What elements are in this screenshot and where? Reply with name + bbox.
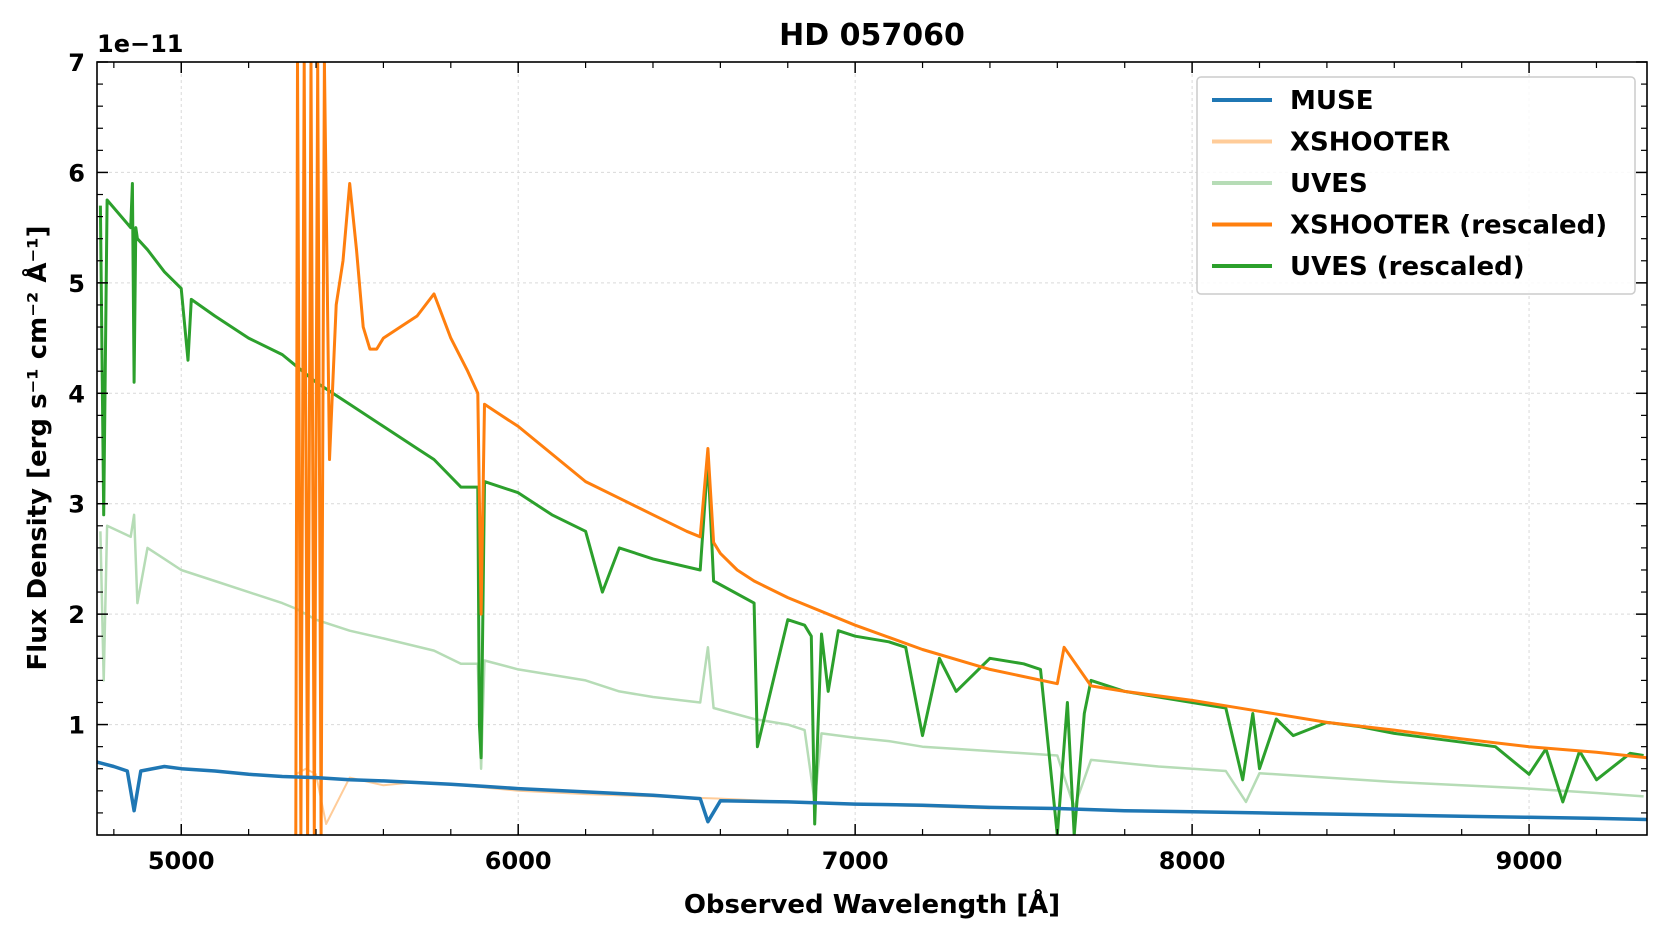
y-tick-label-0: 1 (68, 712, 85, 740)
x-tick-label-2: 7000 (822, 847, 889, 875)
x-axis-ticks: 5000 6000 7000 8000 9000 (113, 62, 1598, 875)
y-axis-label: Flux Density [erg s⁻¹ cm⁻² Å⁻¹] (21, 226, 53, 671)
y-tick-label-1: 2 (68, 601, 85, 629)
legend-label-0: MUSE (1290, 86, 1373, 116)
y-axis-ticks: 1 2 3 4 5 6 7 (68, 49, 1647, 814)
x-tick-label-0: 5000 (148, 847, 215, 875)
y-tick-label-6: 7 (68, 49, 85, 77)
legend-box (1196, 76, 1636, 295)
legend-label-3: XSHOOTER (rescaled) (1290, 211, 1607, 241)
series-line-2 (99, 513, 1644, 809)
legend-label-2: UVES (1290, 169, 1368, 199)
series-line-4 (98, 182, 1644, 835)
y-tick-label-5: 6 (68, 159, 85, 187)
y-tick-label-2: 3 (68, 491, 85, 519)
x-tick-label-3: 8000 (1159, 847, 1226, 875)
x-axis-label: Observed Wavelength [Å] (684, 888, 1060, 920)
y-tick-label-3: 4 (68, 380, 85, 408)
x-tick-label-4: 9000 (1496, 847, 1563, 875)
y-offset-label: 1e−11 (97, 30, 183, 58)
legend-label-1: XSHOOTER (1290, 128, 1450, 158)
legend: MUSE XSHOOTER UVES XSHOOTER (rescaled) UVES … (1196, 76, 1636, 295)
legend-label-4: UVES (rescaled) (1290, 252, 1525, 282)
plot-frame (96, 61, 1648, 836)
series-line-0 (97, 760, 1647, 824)
y-tick-label-4: 5 (68, 270, 85, 298)
chart-title: HD 057060 (779, 18, 965, 53)
x-tick-label-1: 6000 (485, 847, 552, 875)
series-line-3 (294, 62, 1647, 835)
series-layer (97, 62, 1647, 835)
